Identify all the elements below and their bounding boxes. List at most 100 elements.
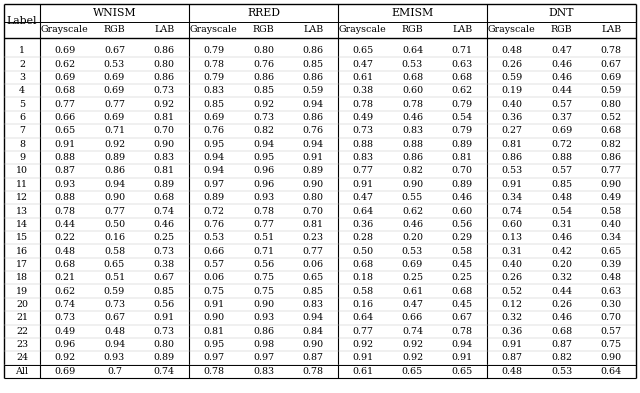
Text: 0.46: 0.46 xyxy=(452,193,473,202)
Text: 0.91: 0.91 xyxy=(303,153,324,162)
Text: 0.90: 0.90 xyxy=(600,353,621,362)
Text: 0.86: 0.86 xyxy=(154,73,175,82)
Text: 0.68: 0.68 xyxy=(154,193,175,202)
Text: Grayscale: Grayscale xyxy=(41,26,89,35)
Text: 0.89: 0.89 xyxy=(303,166,324,175)
Text: 0.60: 0.60 xyxy=(501,220,522,229)
Text: Grayscale: Grayscale xyxy=(190,26,237,35)
Text: 0.92: 0.92 xyxy=(402,353,423,362)
Text: 0.80: 0.80 xyxy=(154,340,175,349)
Text: 0.82: 0.82 xyxy=(253,126,274,135)
Text: 0.78: 0.78 xyxy=(303,367,324,376)
Text: 0.34: 0.34 xyxy=(600,233,621,242)
Text: 0.60: 0.60 xyxy=(452,206,473,215)
Text: 0.94: 0.94 xyxy=(104,340,125,349)
Text: 0.53: 0.53 xyxy=(402,60,423,68)
Text: 0.71: 0.71 xyxy=(452,46,473,55)
Text: 0.48: 0.48 xyxy=(104,327,125,336)
Text: 0.70: 0.70 xyxy=(303,206,324,215)
Text: 0.90: 0.90 xyxy=(154,140,175,149)
Text: 0.77: 0.77 xyxy=(303,246,324,255)
Text: EMISM: EMISM xyxy=(392,8,434,18)
Text: 0.34: 0.34 xyxy=(501,193,522,202)
Text: 0.90: 0.90 xyxy=(104,193,125,202)
Text: 0.65: 0.65 xyxy=(600,246,622,255)
Text: 0.39: 0.39 xyxy=(600,260,622,269)
Text: 0.47: 0.47 xyxy=(353,193,373,202)
Text: 20: 20 xyxy=(16,300,28,309)
Text: LAB: LAB xyxy=(601,26,621,35)
Text: 1: 1 xyxy=(19,46,25,55)
Text: 0.75: 0.75 xyxy=(253,286,274,296)
Text: 0.96: 0.96 xyxy=(253,166,274,175)
Text: 0.47: 0.47 xyxy=(551,46,572,55)
Text: 0.53: 0.53 xyxy=(104,60,125,68)
Text: LAB: LAB xyxy=(303,26,323,35)
Text: 0.74: 0.74 xyxy=(54,300,76,309)
Text: 0.50: 0.50 xyxy=(104,220,125,229)
Text: 0.40: 0.40 xyxy=(601,220,621,229)
Text: 0.91: 0.91 xyxy=(501,340,522,349)
Text: 0.67: 0.67 xyxy=(104,313,125,322)
Text: 0.64: 0.64 xyxy=(600,367,621,376)
Text: 0.90: 0.90 xyxy=(303,340,324,349)
Text: 16: 16 xyxy=(16,246,28,255)
Text: 0.82: 0.82 xyxy=(402,166,423,175)
Text: 0.68: 0.68 xyxy=(452,73,473,82)
Text: 0.74: 0.74 xyxy=(154,206,175,215)
Text: 0.79: 0.79 xyxy=(204,46,225,55)
Text: 0.87: 0.87 xyxy=(303,353,324,362)
Text: 0.66: 0.66 xyxy=(402,313,423,322)
Text: 0.73: 0.73 xyxy=(253,113,274,122)
Text: 0.58: 0.58 xyxy=(452,246,473,255)
Text: 24: 24 xyxy=(16,353,28,362)
Text: 0.75: 0.75 xyxy=(600,340,621,349)
Text: 0.62: 0.62 xyxy=(54,60,76,68)
Text: 0.48: 0.48 xyxy=(551,193,572,202)
Text: 0.87: 0.87 xyxy=(501,353,522,362)
Text: WNISM: WNISM xyxy=(93,8,136,18)
Text: 0.76: 0.76 xyxy=(303,126,324,135)
Text: 0.36: 0.36 xyxy=(501,113,522,122)
Text: 0.77: 0.77 xyxy=(104,99,125,108)
Text: 0.62: 0.62 xyxy=(402,206,423,215)
Text: 0.68: 0.68 xyxy=(54,260,76,269)
Text: 0.83: 0.83 xyxy=(154,153,175,162)
Text: 0.86: 0.86 xyxy=(104,166,125,175)
Text: 0.71: 0.71 xyxy=(104,126,125,135)
Text: 0.16: 0.16 xyxy=(104,233,125,242)
Text: 0.68: 0.68 xyxy=(54,86,76,95)
Text: 0.91: 0.91 xyxy=(204,300,225,309)
Text: 0.78: 0.78 xyxy=(204,60,225,68)
Text: 0.26: 0.26 xyxy=(551,300,572,309)
Text: 11: 11 xyxy=(16,180,28,189)
Text: 0.57: 0.57 xyxy=(551,99,572,108)
Text: 0.59: 0.59 xyxy=(303,86,324,95)
Text: 0.92: 0.92 xyxy=(253,99,274,108)
Text: 14: 14 xyxy=(16,220,28,229)
Text: 0.48: 0.48 xyxy=(601,273,621,282)
Text: 0.80: 0.80 xyxy=(154,60,175,68)
Text: 0.76: 0.76 xyxy=(253,60,274,68)
Text: 0.66: 0.66 xyxy=(204,246,225,255)
Text: 0.45: 0.45 xyxy=(452,260,473,269)
Text: 0.91: 0.91 xyxy=(352,353,373,362)
Text: 0.88: 0.88 xyxy=(353,140,373,149)
Text: 0.93: 0.93 xyxy=(54,180,76,189)
Text: 0.90: 0.90 xyxy=(204,313,225,322)
Text: 0.85: 0.85 xyxy=(154,286,175,296)
Text: 0.58: 0.58 xyxy=(352,286,373,296)
Text: 0.57: 0.57 xyxy=(600,327,621,336)
Text: 0.67: 0.67 xyxy=(600,60,621,68)
Text: 0.78: 0.78 xyxy=(253,206,274,215)
Text: 0.64: 0.64 xyxy=(352,206,373,215)
Text: 0.49: 0.49 xyxy=(54,327,76,336)
Text: 18: 18 xyxy=(16,273,28,282)
Text: 0.26: 0.26 xyxy=(501,273,522,282)
Text: 0.69: 0.69 xyxy=(600,73,622,82)
Text: 0.90: 0.90 xyxy=(402,180,423,189)
Text: 0.69: 0.69 xyxy=(204,113,225,122)
Text: 0.96: 0.96 xyxy=(253,180,274,189)
Text: 0.69: 0.69 xyxy=(54,46,76,55)
Text: 0.67: 0.67 xyxy=(452,313,473,322)
